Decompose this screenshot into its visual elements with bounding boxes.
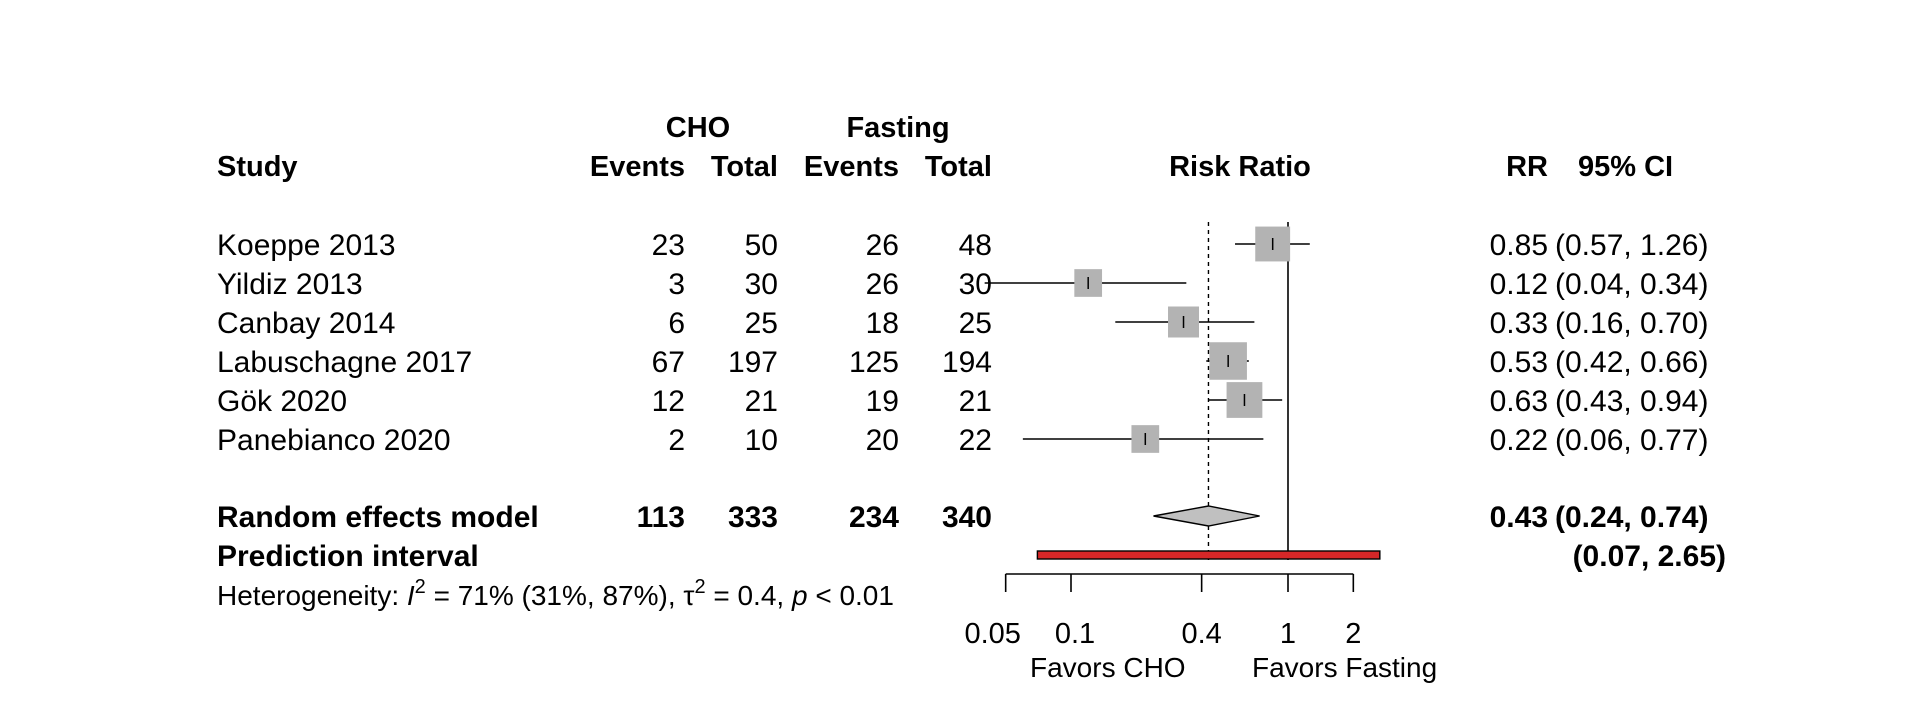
p-symbol: p xyxy=(791,580,808,611)
header-fasting-total: Total xyxy=(925,151,992,183)
group-header-cho: CHO xyxy=(666,112,730,144)
rr-cell: 0.63 xyxy=(1490,385,1548,418)
ci-cell: (0.04, 0.34) xyxy=(1555,268,1708,301)
fasting-total-cell: 48 xyxy=(959,229,992,262)
rr-cell: 0.12 xyxy=(1490,268,1548,301)
header-cho-events: Events xyxy=(590,151,685,183)
group-header-fasting: Fasting xyxy=(846,112,949,144)
favors-left-label: Favors CHO xyxy=(1030,652,1186,683)
tau-superscript: 2 xyxy=(694,576,705,598)
i2-value: = 71% (31%, 87%), xyxy=(426,580,684,611)
pooled-diamond xyxy=(1153,505,1260,527)
favors-right-label: Favors Fasting xyxy=(1252,652,1437,683)
fasting-events-cell: 20 xyxy=(866,424,899,457)
study-name: Gök 2020 xyxy=(217,385,347,418)
x-tick-label: 0.05 xyxy=(964,618,1020,650)
prediction-interval-bar xyxy=(1036,550,1381,560)
fasting-events-cell: 19 xyxy=(866,385,899,418)
cho-events-cell: 3 xyxy=(668,268,685,301)
rr-cell: 0.33 xyxy=(1490,307,1548,340)
study-name: Yildiz 2013 xyxy=(217,268,363,301)
study-name: Panebianco 2020 xyxy=(217,424,451,457)
pooled-fasting-total: 340 xyxy=(942,501,992,534)
fasting-events-cell: 125 xyxy=(849,346,899,379)
prediction-ci: (0.07, 2.65) xyxy=(1573,540,1726,573)
pooled-label: Random effects model xyxy=(217,501,539,534)
cho-events-cell: 67 xyxy=(652,346,685,379)
x-tick-label: 0.1 xyxy=(1055,618,1095,650)
study-name: Labuschagne 2017 xyxy=(217,346,472,379)
pooled-fasting-events: 234 xyxy=(849,501,899,534)
header-study: Study xyxy=(217,151,298,183)
rr-cell: 0.53 xyxy=(1490,346,1548,379)
pooled-rr: 0.43 xyxy=(1490,501,1548,534)
cho-total-cell: 25 xyxy=(745,307,778,340)
header-cho-total: Total xyxy=(711,151,778,183)
heterogeneity-text: Heterogeneity: I2 = 71% (31%, 87%), τ2 =… xyxy=(217,576,894,611)
ci-cell: (0.06, 0.77) xyxy=(1555,424,1708,457)
study-name: Koeppe 2013 xyxy=(217,229,396,262)
cho-total-cell: 30 xyxy=(745,268,778,301)
ci-cell: (0.42, 0.66) xyxy=(1555,346,1708,379)
fasting-events-cell: 26 xyxy=(866,229,899,262)
fasting-total-cell: 21 xyxy=(959,385,992,418)
tau-symbol: τ xyxy=(683,580,694,611)
header-ci: 95% CI xyxy=(1578,151,1673,183)
cho-total-cell: 21 xyxy=(745,385,778,418)
pooled-cho-events: 113 xyxy=(637,501,685,534)
study-name: Canbay 2014 xyxy=(217,307,395,340)
plot-area: 0.05 0.1 0.4 1 2 xyxy=(964,222,1381,650)
fasting-total-cell: 22 xyxy=(959,424,992,457)
ci-cell: (0.43, 0.94) xyxy=(1555,385,1708,418)
tau-value: = 0.4, xyxy=(706,580,792,611)
x-tick-label: 0.4 xyxy=(1181,618,1221,650)
prediction-label: Prediction interval xyxy=(217,540,479,573)
study-rows: Koeppe 2013 23 50 26 48 0.85 (0.57, 1.26)Yildi… xyxy=(217,229,1726,573)
x-tick-label: 2 xyxy=(1345,618,1361,650)
header-rr: RR xyxy=(1506,151,1548,183)
pooled-cho-total: 333 xyxy=(728,501,778,534)
fasting-total-cell: 25 xyxy=(959,307,992,340)
i2-superscript: 2 xyxy=(415,576,426,598)
header-fasting-events: Events xyxy=(804,151,899,183)
fasting-events-cell: 26 xyxy=(866,268,899,301)
cho-total-cell: 197 xyxy=(728,346,778,379)
i2-symbol: I xyxy=(407,580,415,611)
rr-cell: 0.22 xyxy=(1490,424,1548,457)
cho-events-cell: 2 xyxy=(668,424,685,457)
x-tick-label: 1 xyxy=(1280,618,1296,650)
cho-events-cell: 12 xyxy=(652,385,685,418)
cho-total-cell: 50 xyxy=(745,229,778,262)
heterogeneity-prefix: Heterogeneity: xyxy=(217,580,407,611)
ci-cell: (0.16, 0.70) xyxy=(1555,307,1708,340)
cho-total-cell: 10 xyxy=(745,424,778,457)
cho-events-cell: 23 xyxy=(652,229,685,262)
ci-cell: (0.57, 1.26) xyxy=(1555,229,1708,262)
cho-events-cell: 6 xyxy=(668,307,685,340)
header-risk-ratio: Risk Ratio xyxy=(1169,151,1311,183)
fasting-total-cell: 194 xyxy=(942,346,992,379)
fasting-events-cell: 18 xyxy=(866,307,899,340)
rr-cell: 0.85 xyxy=(1490,229,1548,262)
p-value: < 0.01 xyxy=(808,580,894,611)
column-headers: CHO Fasting Study Events Total Events To… xyxy=(217,112,1673,183)
fasting-total-cell: 30 xyxy=(959,268,992,301)
pooled-ci: (0.24, 0.74) xyxy=(1555,501,1708,534)
